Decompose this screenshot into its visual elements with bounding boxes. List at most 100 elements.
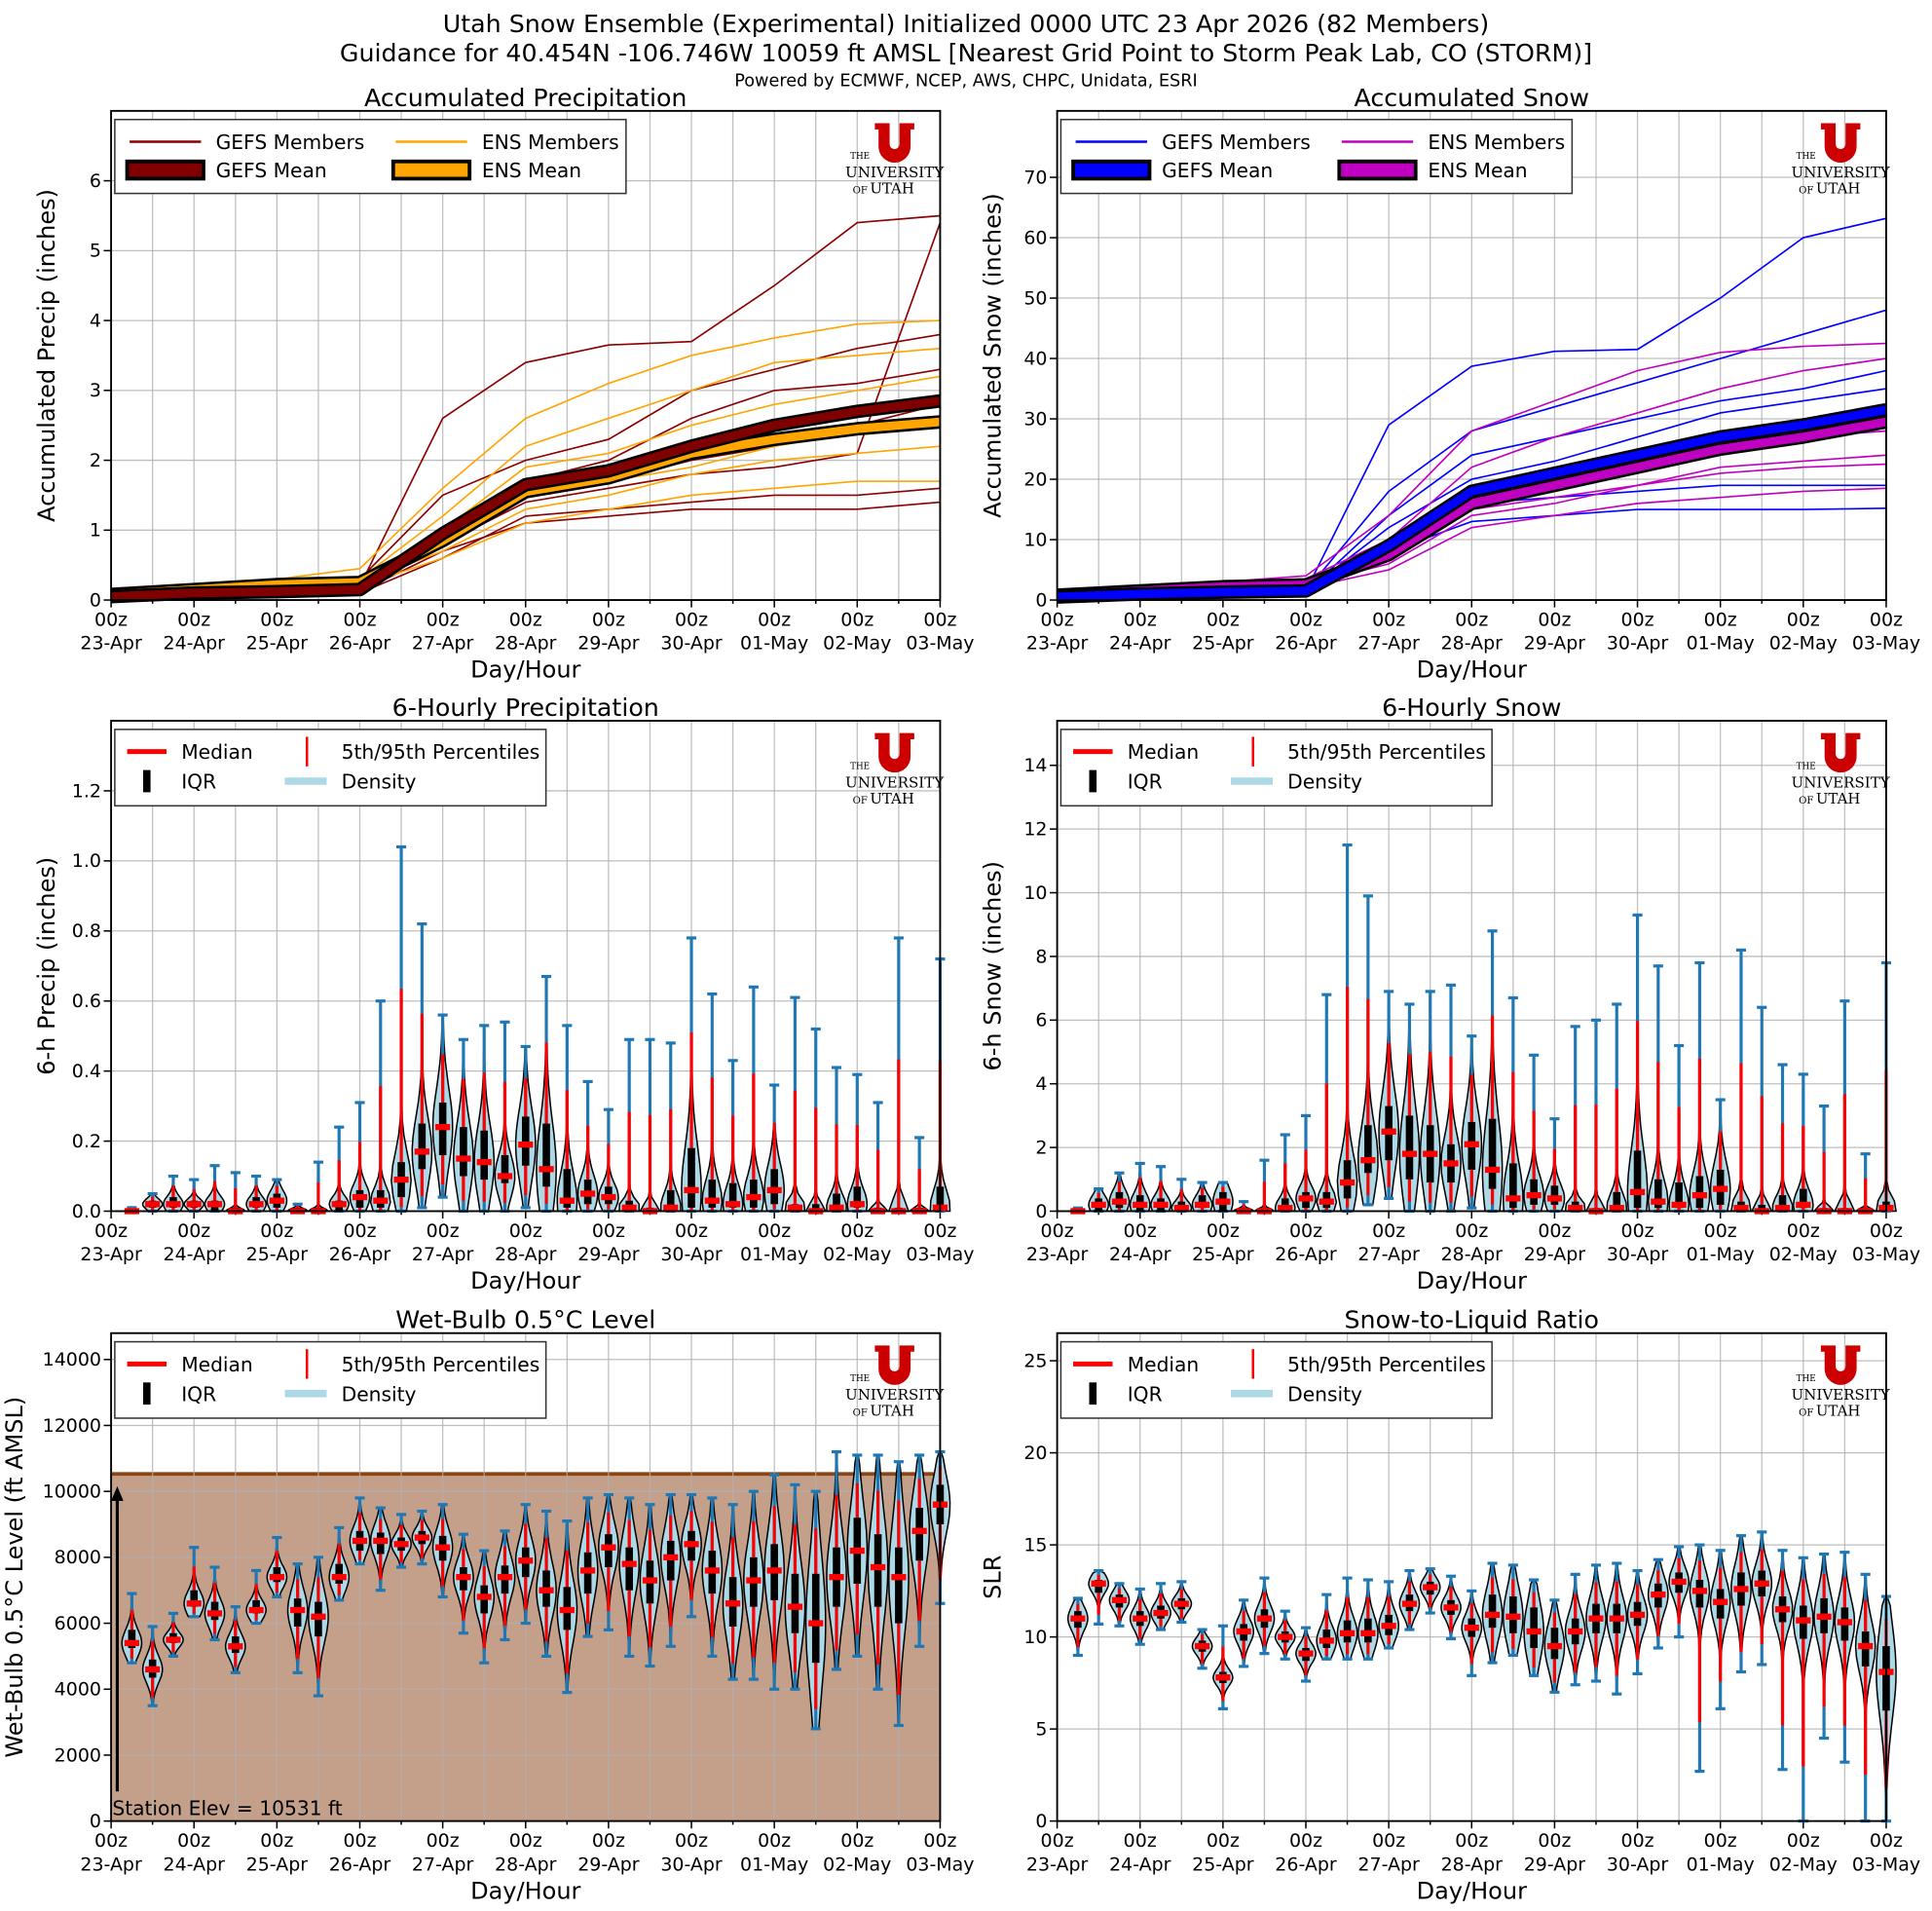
y-tick-label: 10	[1023, 529, 1047, 550]
x-tick-label-date: 23-Apr	[1026, 1244, 1089, 1265]
legend-swatch-iqr	[1089, 1382, 1097, 1405]
axes-frame	[110, 720, 942, 1213]
violin-iqr-box	[625, 1547, 633, 1591]
violin-median-marker	[206, 1201, 223, 1208]
x-tick-label-hour: 00z	[923, 610, 956, 631]
violin	[846, 1072, 869, 1214]
y-tick-label: 40	[1023, 348, 1047, 369]
x-tick-label-date: 02-May	[823, 633, 891, 655]
violin	[245, 1568, 267, 1626]
violin	[1150, 1165, 1171, 1214]
x-tick-label-hour: 00z	[427, 1220, 460, 1242]
violin-median-marker	[1796, 1201, 1811, 1209]
y-tick-label: 6	[90, 170, 101, 192]
x-tick-label-hour: 00z	[1538, 610, 1571, 631]
violin	[308, 1555, 329, 1698]
x-tick-label-date: 30-Apr	[660, 1244, 723, 1265]
violin-iqr-box	[460, 1127, 467, 1177]
violin-iqr-box	[1488, 1118, 1497, 1189]
violin-iqr-box	[687, 1147, 695, 1208]
violin-median-marker	[1546, 1195, 1563, 1202]
utah-u-icon	[874, 1345, 914, 1385]
violin-median-marker	[684, 1186, 699, 1194]
violin	[473, 1024, 496, 1214]
logo-university: UNIVERSITY	[845, 164, 945, 181]
violin	[1316, 1592, 1338, 1661]
violin	[494, 1020, 516, 1214]
station-arrow-head	[111, 1485, 124, 1502]
chart-title: Accumulated Precipitation	[364, 84, 687, 112]
violin-median-marker	[269, 1197, 284, 1204]
violin	[1295, 1113, 1317, 1214]
violin	[1626, 913, 1649, 1214]
logo-university: UNIVERSITY	[845, 773, 945, 791]
violin	[701, 1496, 724, 1659]
x-tick-label-hour: 00z	[1620, 1830, 1653, 1852]
legend: Median 5th/95th Percentiles IQR Density	[1059, 1340, 1493, 1419]
violin-median-marker	[870, 1563, 886, 1571]
violin	[245, 1174, 267, 1214]
legend-label: Density	[342, 1382, 417, 1405]
legend-label: ENS Members	[482, 131, 619, 154]
logo-of: OF	[1799, 186, 1813, 197]
x-tick-label-hour: 00z	[1787, 1220, 1820, 1242]
violin	[1150, 1582, 1171, 1631]
logo-university: UNIVERSITY	[1792, 1386, 1891, 1404]
violin-median-marker	[1691, 1588, 1707, 1594]
violin	[473, 1549, 496, 1665]
x-tick-label-hour: 00z	[177, 1220, 210, 1242]
x-tick-label-hour: 00z	[343, 1830, 376, 1852]
violin	[846, 1453, 869, 1659]
x-tick-label-hour: 00z	[1455, 1220, 1488, 1242]
x-tick-label-date: 29-Apr	[1524, 1854, 1586, 1875]
legend-label: Density	[1287, 1382, 1362, 1405]
violin	[453, 1037, 474, 1214]
x-tick-label-date: 25-Apr	[246, 1244, 309, 1265]
gefs-mean-line	[1057, 405, 1887, 602]
violin-median-marker	[559, 1606, 575, 1614]
x-tick-label-date: 28-Apr	[1441, 1854, 1504, 1875]
x-tick-label-hour: 00z	[1124, 610, 1157, 631]
violin-median-marker	[1091, 1201, 1106, 1209]
x-tick-label-hour: 00z	[1207, 610, 1240, 631]
violin-median-marker	[1733, 1586, 1749, 1592]
x-tick-label-hour: 00z	[1455, 1830, 1488, 1852]
violin	[1088, 1568, 1109, 1626]
x-tick-label-date: 24-Apr	[164, 1854, 226, 1875]
violin-median-marker	[911, 1527, 927, 1534]
violin	[1398, 1568, 1421, 1631]
legend-label: IQR	[181, 1382, 216, 1405]
legend-label: 5th/95th Percentiles	[342, 740, 540, 764]
violin	[1709, 1549, 1731, 1710]
x-tick-label-date: 24-Apr	[1109, 1244, 1171, 1265]
x-tick-label-hour: 00z	[840, 610, 873, 631]
violin-median-marker	[145, 1666, 161, 1673]
x-tick-label-hour: 00z	[758, 1220, 791, 1242]
y-tick-label: 50	[1023, 287, 1047, 309]
violin	[763, 1083, 786, 1214]
x-tick-label-hour: 00z	[675, 1830, 708, 1852]
violin	[514, 1044, 537, 1210]
violin-median-marker	[746, 1577, 762, 1584]
violin-iqr-box	[1488, 1594, 1497, 1629]
x-axis-label: Day/Hour	[1417, 656, 1527, 684]
violin	[349, 1101, 371, 1214]
violin	[431, 1503, 454, 1599]
violin	[826, 1066, 847, 1214]
x-tick-label-hour: 00z	[1041, 1830, 1074, 1852]
y-tick-label: 0.6	[72, 991, 101, 1012]
violin-median-marker	[1153, 1609, 1169, 1617]
x-tick-label-date: 25-Apr	[1192, 1244, 1254, 1265]
violin-median-marker	[1546, 1642, 1563, 1650]
x-tick-label-date: 27-Apr	[412, 633, 474, 655]
legend-box	[114, 1340, 547, 1419]
violin-median-marker	[1401, 1150, 1418, 1157]
x-tick-label-date: 24-Apr	[164, 633, 226, 655]
violin	[1419, 1567, 1441, 1615]
violin-iqr-box	[873, 1534, 882, 1607]
x-tick-label-date: 25-Apr	[246, 633, 309, 655]
y-tick-label: 0	[1035, 1811, 1047, 1832]
utah-u-icon	[874, 123, 914, 163]
x-tick-label-hour: 00z	[1538, 1220, 1571, 1242]
violin	[722, 1059, 744, 1214]
